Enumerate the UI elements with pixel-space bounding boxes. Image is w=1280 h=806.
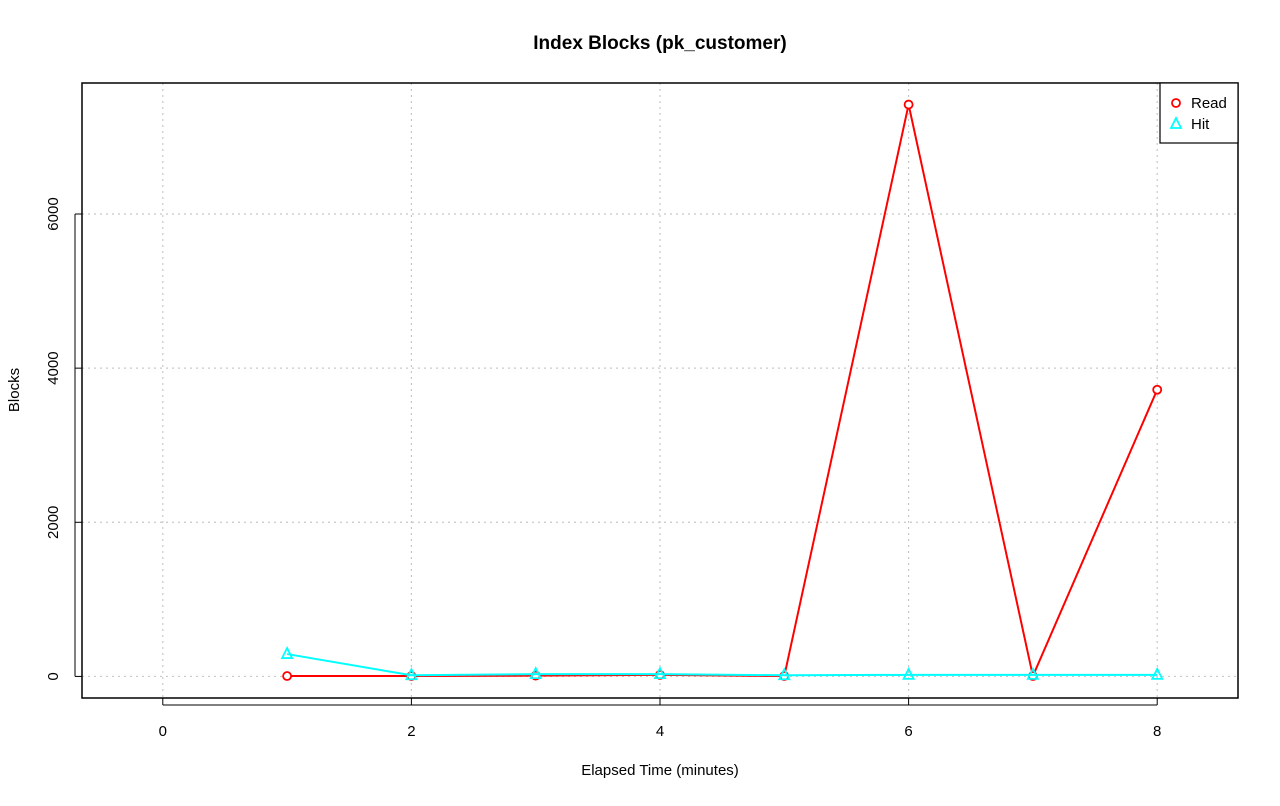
legend-box xyxy=(1159,82,1239,144)
y-tick-label: 0 xyxy=(45,672,62,680)
data-point-hit xyxy=(1150,666,1164,680)
data-point-hit xyxy=(902,666,916,680)
legend-label-read: Read xyxy=(1191,95,1227,112)
y-tick-label: 4000 xyxy=(45,351,62,384)
legend-label-hit: Hit xyxy=(1191,116,1210,133)
series-line-hit xyxy=(286,653,1158,677)
legend-marker-read xyxy=(1171,98,1181,108)
x-tick-label: 4 xyxy=(656,723,664,740)
grid xyxy=(82,83,1238,698)
x-tick-label: 6 xyxy=(904,723,912,740)
x-axis-label: Elapsed Time (minutes) xyxy=(581,762,739,779)
x-tick-label: 0 xyxy=(159,723,167,740)
y-tick-label: 2000 xyxy=(45,506,62,539)
data-point-hit xyxy=(777,667,791,681)
data-point-hit xyxy=(653,666,667,680)
data-point-hit xyxy=(1026,666,1040,680)
data-point-hit xyxy=(280,646,294,659)
x-tick-label: 8 xyxy=(1153,723,1161,740)
x-axis: 0 2 4 6 8 xyxy=(159,698,1161,740)
chart-title: Index Blocks (pk_customer) xyxy=(533,33,786,54)
x-tick-label: 2 xyxy=(407,723,415,740)
data-point-hit xyxy=(529,666,543,680)
data-point-read xyxy=(282,671,292,681)
series-line-read xyxy=(287,104,1159,680)
series-layer xyxy=(280,99,1164,681)
y-axis: 0 2000 4000 6000 xyxy=(45,197,82,681)
y-tick-label: 6000 xyxy=(45,197,62,230)
data-point-read xyxy=(1152,384,1163,395)
series-read xyxy=(282,99,1163,681)
legend: Read Hit xyxy=(1159,82,1239,144)
y-axis-label: Blocks xyxy=(6,368,23,412)
data-point-hit xyxy=(404,667,418,681)
legend-marker-hit xyxy=(1169,115,1183,129)
data-point-read xyxy=(903,99,914,110)
series-hit xyxy=(280,646,1164,681)
